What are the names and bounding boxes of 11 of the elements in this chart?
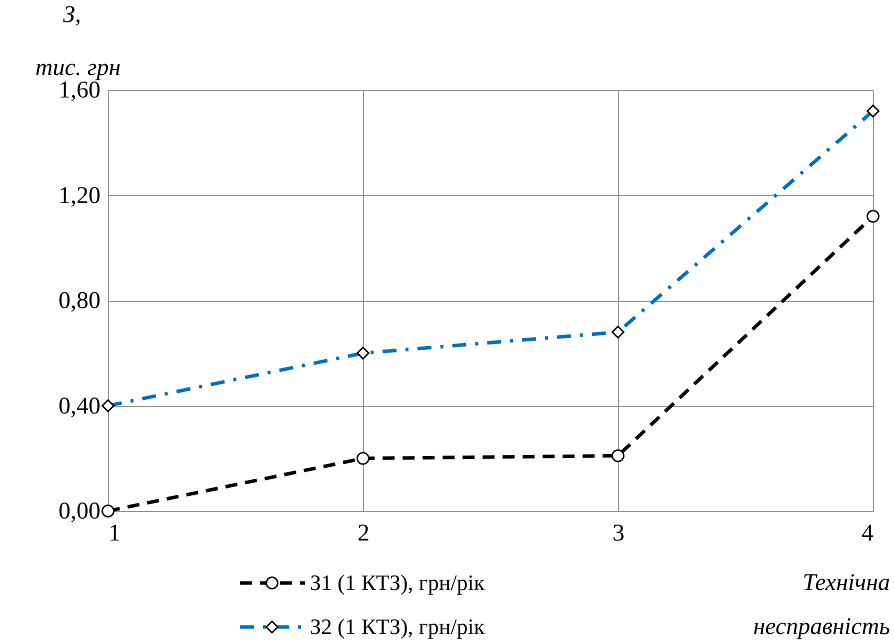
y-tick-label: 1,20 xyxy=(58,182,100,209)
x-tick-label: 4 xyxy=(862,520,874,546)
x-axis-title: Технічна несправність xyxy=(753,570,890,640)
y-tick-label: 0,00 xyxy=(58,498,100,524)
y-tick-label: 0,80 xyxy=(58,288,100,314)
x-tick-label: 1 xyxy=(108,520,120,546)
legend-label: З2 (1 КТЗ), грн/рік xyxy=(310,614,485,639)
y-tick-label: 0,40 xyxy=(58,393,100,420)
x-tick-label: 2 xyxy=(358,520,370,546)
x-tick-label: 3 xyxy=(612,520,624,546)
legend-label: З1 (1 КТЗ), грн/рік xyxy=(310,570,485,595)
